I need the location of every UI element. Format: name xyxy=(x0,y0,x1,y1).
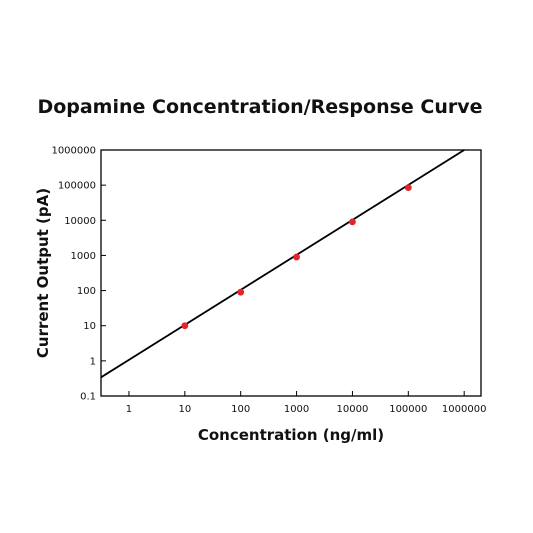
fit-line xyxy=(100,149,465,379)
y-tick-label: 100000 xyxy=(58,181,96,192)
x-tick-label: 100000 xyxy=(389,404,427,415)
x-tick-label: 1000000 xyxy=(442,404,487,415)
x-axis: 1 10 100 1000 10000 100000 1000000 xyxy=(126,391,487,415)
y-tick-label: 100 xyxy=(77,286,96,297)
x-axis-title: Concentration (ng/ml) xyxy=(198,426,384,444)
y-tick-label: 1 xyxy=(90,356,96,367)
y-axis: 0.1 1 10 100 1000 10000 100000 1000000 xyxy=(51,146,106,403)
y-tick-label: 1000000 xyxy=(51,146,96,157)
data-point xyxy=(293,253,300,261)
y-tick-label: 1000 xyxy=(71,251,96,262)
x-tick-label: 1000 xyxy=(284,404,309,415)
x-tick-label: 100 xyxy=(231,404,250,415)
data-points xyxy=(181,184,412,330)
data-point xyxy=(237,288,245,296)
x-tick-label: 10 xyxy=(178,404,191,415)
y-tick-label: 10 xyxy=(83,321,96,332)
y-tick-label: 10000 xyxy=(64,216,96,227)
data-point xyxy=(181,322,189,330)
y-tick-label: 0.1 xyxy=(80,392,96,403)
data-point xyxy=(349,218,356,226)
fit-line-group xyxy=(100,149,465,379)
x-tick-label: 1 xyxy=(126,404,132,415)
plot-area-frame xyxy=(100,149,482,397)
y-axis-title: Current Output (pA) xyxy=(34,188,52,358)
x-tick-label: 10000 xyxy=(337,404,369,415)
data-point xyxy=(404,184,412,192)
chart-title: Dopamine Concentration/Response Curve xyxy=(37,96,482,118)
